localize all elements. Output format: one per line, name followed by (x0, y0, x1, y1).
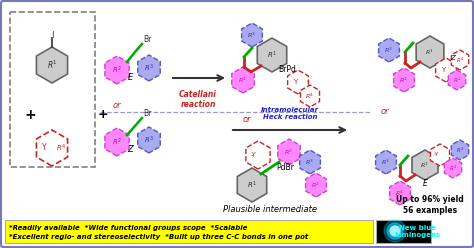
Text: $R^1$: $R^1$ (46, 59, 57, 71)
Polygon shape (257, 38, 287, 72)
Circle shape (390, 226, 400, 236)
Polygon shape (436, 58, 456, 82)
Polygon shape (138, 127, 160, 153)
Text: $R^2$: $R^2$ (400, 75, 409, 85)
Text: Catellani
reaction: Catellani reaction (179, 90, 217, 109)
Polygon shape (451, 140, 469, 160)
Text: Z: Z (451, 55, 456, 61)
Circle shape (384, 220, 406, 242)
Polygon shape (36, 47, 68, 83)
Polygon shape (451, 50, 469, 70)
Text: *Excellent regio- and stereoselectivity  *Built up three C-C bonds in one pot: *Excellent regio- and stereoselectivity … (9, 234, 308, 240)
Polygon shape (430, 144, 449, 166)
Polygon shape (36, 130, 68, 166)
Polygon shape (301, 85, 319, 107)
Bar (376, 220, 431, 243)
Text: Plausible intermediate: Plausible intermediate (223, 206, 317, 215)
Text: Y: Y (441, 67, 445, 73)
Text: $R^2$: $R^2$ (449, 163, 457, 173)
Text: -Y: -Y (433, 153, 439, 157)
Bar (10, 12, 95, 167)
Text: $R^4$: $R^4$ (56, 142, 66, 154)
Text: or: or (243, 116, 251, 124)
Text: or: or (113, 100, 121, 110)
Text: $R^4$: $R^4$ (395, 188, 405, 198)
Text: $R^1$: $R^1$ (267, 49, 277, 61)
Text: $R^1$: $R^1$ (426, 47, 435, 57)
Polygon shape (105, 56, 129, 84)
Text: Intramolecular
Heck reaction: Intramolecular Heck reaction (261, 107, 319, 120)
Polygon shape (448, 70, 465, 90)
Circle shape (387, 223, 403, 239)
Polygon shape (393, 68, 414, 92)
Text: Br: Br (143, 109, 151, 118)
Bar (5, 220, 373, 243)
Polygon shape (232, 67, 254, 93)
Text: $R^3$: $R^3$ (144, 134, 154, 146)
Text: Z: Z (127, 145, 133, 154)
Text: $R^4$: $R^4$ (305, 91, 315, 101)
Text: $R^1$: $R^1$ (420, 160, 429, 170)
Polygon shape (278, 139, 300, 165)
Text: E: E (128, 72, 133, 82)
Polygon shape (138, 55, 160, 81)
Text: -Y: -Y (251, 152, 257, 158)
Text: $R^2$: $R^2$ (112, 136, 122, 148)
Text: +: + (98, 109, 109, 122)
Text: $R^2$: $R^2$ (453, 75, 461, 85)
Text: +: + (24, 108, 36, 122)
Text: $R^4$: $R^4$ (456, 55, 464, 65)
Text: $R^2$: $R^2$ (238, 75, 247, 85)
Text: *Readily available  *Wide functional groups scope  *Scalable: *Readily available *Wide functional grou… (9, 225, 247, 231)
Text: Y: Y (293, 79, 297, 85)
Polygon shape (105, 128, 129, 156)
Text: $R^3$: $R^3$ (456, 145, 464, 155)
Text: or: or (381, 107, 389, 117)
Polygon shape (237, 168, 267, 202)
Polygon shape (242, 23, 263, 47)
Polygon shape (444, 158, 462, 178)
Polygon shape (288, 70, 309, 94)
Polygon shape (390, 181, 410, 205)
Text: $R^3$: $R^3$ (144, 62, 154, 74)
Text: PdBr: PdBr (276, 163, 294, 173)
Text: $R^3$: $R^3$ (305, 157, 315, 167)
Polygon shape (246, 141, 270, 169)
Polygon shape (375, 150, 396, 174)
Text: $R^2$: $R^2$ (284, 147, 293, 157)
Polygon shape (412, 150, 438, 180)
Text: New blue
luminogens: New blue luminogens (395, 224, 441, 238)
Text: Y: Y (42, 144, 46, 153)
Text: $R^3$: $R^3$ (247, 30, 256, 40)
Polygon shape (300, 150, 320, 174)
Text: $R^2$: $R^2$ (311, 180, 320, 190)
Polygon shape (306, 173, 327, 197)
Text: Br: Br (143, 35, 151, 44)
Polygon shape (379, 38, 400, 62)
Text: BrPd: BrPd (278, 65, 296, 74)
Text: E: E (422, 179, 428, 187)
Text: I: I (51, 31, 53, 39)
Text: $R^1$: $R^1$ (247, 179, 257, 191)
Text: $R^3$: $R^3$ (382, 157, 391, 167)
Text: $R^3$: $R^3$ (384, 45, 393, 55)
Text: $R^2$: $R^2$ (112, 64, 122, 76)
Polygon shape (416, 36, 444, 68)
Text: Up to 96% yield
56 examples: Up to 96% yield 56 examples (396, 195, 464, 215)
